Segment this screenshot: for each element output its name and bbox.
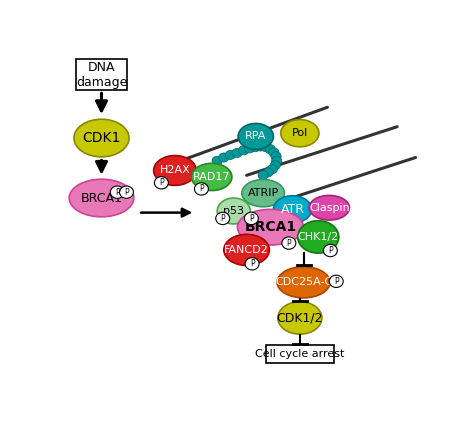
Circle shape xyxy=(245,212,258,224)
Ellipse shape xyxy=(212,156,222,165)
Circle shape xyxy=(155,177,168,189)
Ellipse shape xyxy=(271,152,281,161)
Ellipse shape xyxy=(217,198,250,224)
Text: Claspin: Claspin xyxy=(309,203,350,213)
Text: P: P xyxy=(159,178,164,187)
Ellipse shape xyxy=(267,165,277,174)
Ellipse shape xyxy=(263,168,273,177)
Ellipse shape xyxy=(191,163,232,191)
Text: P: P xyxy=(124,188,129,197)
Text: CDC25A-C: CDC25A-C xyxy=(275,277,332,287)
Ellipse shape xyxy=(237,209,303,245)
Ellipse shape xyxy=(261,143,271,152)
Ellipse shape xyxy=(224,234,269,266)
Text: P: P xyxy=(250,259,255,268)
Text: Pol: Pol xyxy=(292,128,308,138)
Text: Cell cycle arrest: Cell cycle arrest xyxy=(255,349,345,359)
Ellipse shape xyxy=(238,123,273,149)
Ellipse shape xyxy=(277,267,330,298)
Ellipse shape xyxy=(74,119,129,157)
Ellipse shape xyxy=(281,120,319,147)
FancyBboxPatch shape xyxy=(76,59,127,90)
Ellipse shape xyxy=(298,221,339,253)
Text: P: P xyxy=(334,277,338,286)
Text: CDK1/2: CDK1/2 xyxy=(277,312,323,325)
Ellipse shape xyxy=(270,161,281,170)
Text: P: P xyxy=(220,214,225,223)
Circle shape xyxy=(194,183,209,195)
Text: P: P xyxy=(286,239,291,248)
Text: P: P xyxy=(249,214,254,223)
Ellipse shape xyxy=(272,156,282,165)
Text: RAD17: RAD17 xyxy=(193,172,230,182)
Text: CHK1/2: CHK1/2 xyxy=(298,232,339,242)
Ellipse shape xyxy=(265,144,275,154)
Ellipse shape xyxy=(309,195,349,220)
Ellipse shape xyxy=(258,171,268,179)
Text: P: P xyxy=(199,184,204,193)
Text: BRCA1: BRCA1 xyxy=(81,192,122,205)
Ellipse shape xyxy=(245,144,255,153)
Ellipse shape xyxy=(232,149,242,157)
Text: RPA: RPA xyxy=(245,131,266,141)
Ellipse shape xyxy=(238,146,249,155)
Text: BRCA1: BRCA1 xyxy=(245,220,297,234)
Text: P: P xyxy=(328,246,333,255)
Circle shape xyxy=(110,186,124,198)
Ellipse shape xyxy=(225,150,236,160)
Text: p53: p53 xyxy=(223,206,244,216)
FancyBboxPatch shape xyxy=(266,345,334,362)
Circle shape xyxy=(282,237,296,249)
Circle shape xyxy=(119,186,134,198)
Text: DNA
damage: DNA damage xyxy=(76,61,127,89)
Text: ATRIP: ATRIP xyxy=(247,188,279,198)
Ellipse shape xyxy=(255,142,266,151)
Ellipse shape xyxy=(242,179,284,207)
Text: P: P xyxy=(115,188,119,197)
Ellipse shape xyxy=(154,155,196,185)
Circle shape xyxy=(216,212,230,224)
Ellipse shape xyxy=(278,302,322,334)
Ellipse shape xyxy=(69,179,134,217)
Text: H2AX: H2AX xyxy=(160,165,191,176)
Circle shape xyxy=(245,258,259,270)
Ellipse shape xyxy=(273,196,311,223)
Ellipse shape xyxy=(269,148,279,157)
Circle shape xyxy=(329,275,343,288)
Circle shape xyxy=(323,244,337,257)
Ellipse shape xyxy=(219,153,229,162)
Text: CDK1: CDK1 xyxy=(82,131,121,145)
Ellipse shape xyxy=(250,143,261,152)
Text: ATR: ATR xyxy=(281,203,304,216)
Text: FANCD2: FANCD2 xyxy=(224,245,269,255)
